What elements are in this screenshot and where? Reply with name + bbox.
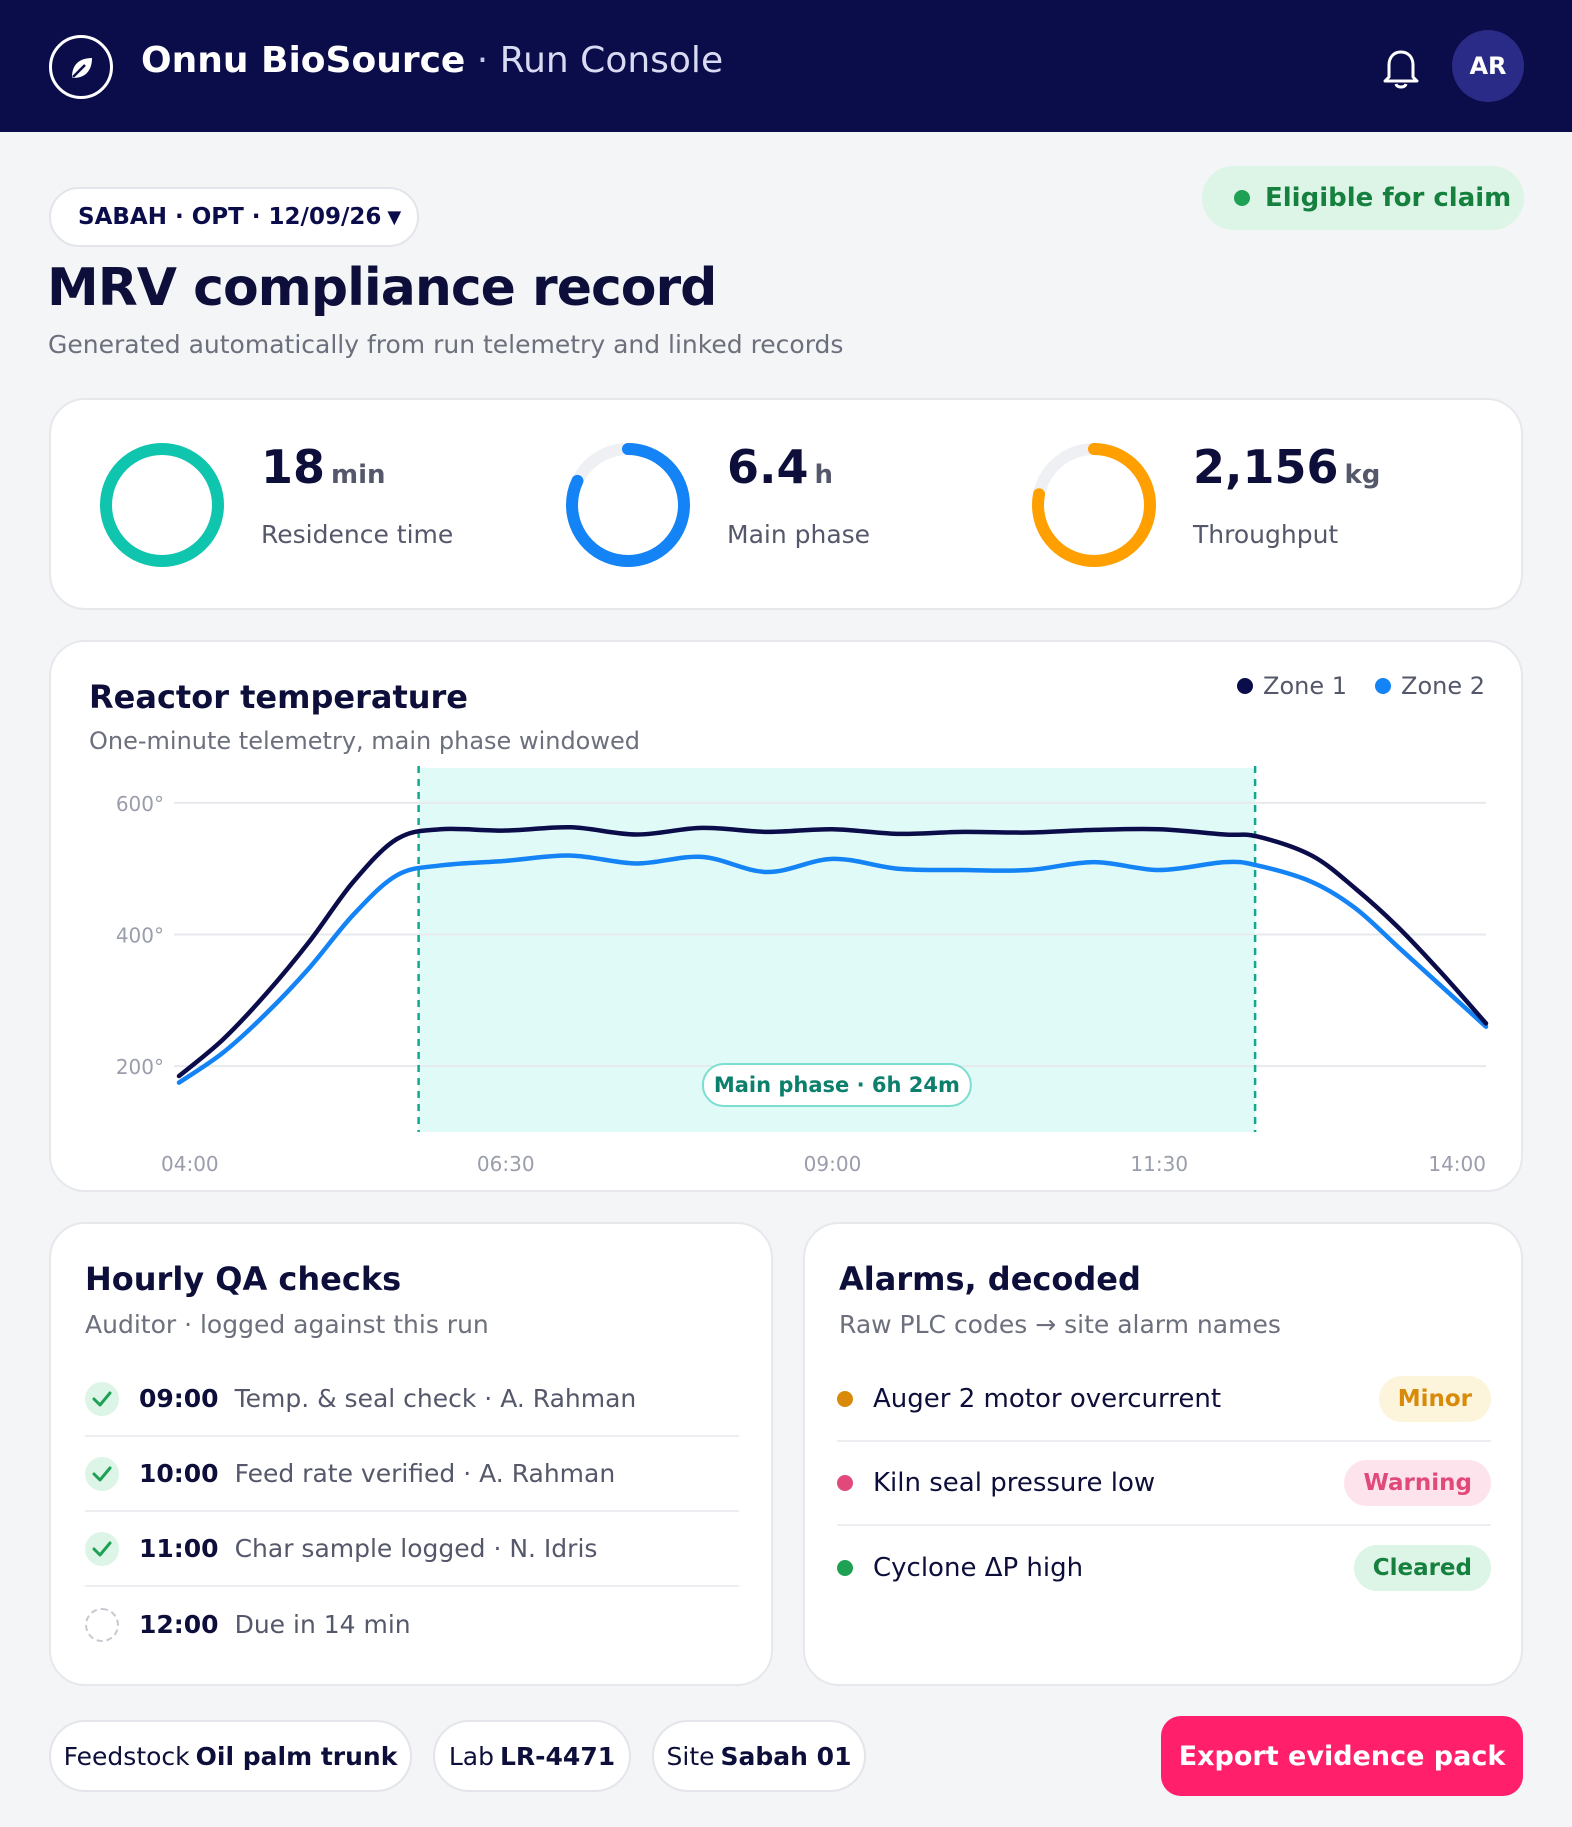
eligibility-status-badge: Eligible for claim	[1202, 166, 1524, 230]
feedstock-chip[interactable]: Feedstock Oil palm trunk	[49, 1720, 412, 1792]
x-tick-label: 04:00	[161, 1152, 219, 1176]
notifications-bell-icon[interactable]	[1380, 46, 1422, 94]
app-title: Onnu BioSource · Run Console	[141, 40, 723, 81]
qa-desc: Temp. & seal check · A. Rahman	[234, 1384, 637, 1413]
kpi-card: 18 min Residence time 6.4 h Main phase 2,1…	[49, 398, 1523, 610]
check-icon	[85, 1456, 119, 1491]
kpi-label: Throughput	[1193, 520, 1339, 549]
alarms-card: Alarms, decoded Raw PLC codes → site ala…	[803, 1222, 1523, 1686]
qa-desc: Due in 14 min	[234, 1610, 411, 1639]
severity-badge: Minor	[1378, 1376, 1491, 1422]
user-avatar[interactable]: AR	[1452, 30, 1524, 102]
severity-badge: Warning	[1344, 1460, 1491, 1506]
title-separator: ·	[476, 40, 489, 81]
run-selector-dropdown[interactable]: SABAH · OPT · 12/09/26 ▼	[49, 187, 419, 247]
x-tick-label: 14:00	[1428, 1152, 1486, 1176]
legend-zone-2[interactable]: Zone 2	[1375, 672, 1485, 700]
y-tick-label: 600°	[116, 792, 164, 816]
x-tick-label: 09:00	[804, 1152, 862, 1176]
temperature-chart: 600° 400° 200° Main phase · 6h 24m 04:00 06:3…	[116, 766, 1489, 1176]
zone-1-swatch-icon	[1237, 678, 1253, 694]
alarm-name: Auger 2 motor overcurrent	[873, 1384, 1222, 1414]
run-selector-label: SABAH · OPT · 12/09/26	[78, 204, 382, 230]
qa-time: 09:00	[139, 1384, 219, 1413]
kpi-value: 18 min	[261, 440, 386, 494]
kpi-label: Main phase	[727, 520, 871, 549]
severity-badge: Cleared	[1353, 1545, 1491, 1591]
qa-desc: Char sample logged · N. Idris	[234, 1534, 598, 1563]
pending-icon	[85, 1607, 119, 1642]
alarm-item[interactable]: Auger 2 motor overcurrent Minor	[837, 1358, 1491, 1442]
qa-item[interactable]: 12:00 Due in 14 min	[85, 1587, 739, 1662]
alarm-dot-icon	[837, 1391, 853, 1407]
residence-time-ring-icon	[100, 443, 224, 567]
qa-time: 12:00	[139, 1610, 219, 1639]
qa-desc: Feed rate verified · A. Rahman	[234, 1459, 616, 1488]
site-chip[interactable]: Site Sabah 01	[652, 1720, 866, 1792]
alarm-dot-icon	[837, 1475, 853, 1491]
temperature-chart-card: 600° 400° 200° Main phase · 6h 24m 04:00 06:3…	[49, 640, 1523, 1192]
chart-subtitle: One-minute telemetry, main phase windowe…	[89, 727, 640, 755]
qa-time: 10:00	[139, 1459, 219, 1488]
legend-zone-1[interactable]: Zone 1	[1237, 672, 1347, 700]
eligibility-label: Eligible for claim	[1265, 183, 1512, 213]
zone-2-swatch-icon	[1375, 678, 1391, 694]
qa-item[interactable]: 09:00 Temp. & seal check · A. Rahman	[85, 1362, 739, 1437]
kpi-value: 6.4 h	[727, 440, 834, 494]
main-phase-pill	[701, 1063, 972, 1107]
app-name: Run Console	[499, 40, 724, 81]
y-tick-label: 200°	[116, 1055, 164, 1079]
alarm-item[interactable]: Cyclone ΔP high Cleared	[837, 1526, 1491, 1610]
chart-legend: Zone 1 Zone 2	[1237, 672, 1485, 700]
qa-subtitle: Auditor · logged against this run	[85, 1310, 489, 1339]
alarm-name: Kiln seal pressure low	[873, 1468, 1156, 1498]
qa-checks-card: Hourly QA checks Auditor · logged agains…	[49, 1222, 773, 1686]
main-phase-label: Main phase · 6h 24m	[714, 1073, 960, 1097]
main-phase-ring-icon	[566, 443, 690, 567]
alarm-dot-icon	[837, 1560, 853, 1576]
throughput-ring-icon	[1032, 443, 1156, 567]
lab-chip[interactable]: Lab LR-4471	[433, 1720, 631, 1792]
y-tick-label: 400°	[116, 924, 164, 948]
export-evidence-button[interactable]: Export evidence pack	[1161, 1716, 1523, 1796]
brand-name: Onnu BioSource	[141, 40, 466, 81]
qa-title: Hourly QA checks	[85, 1260, 402, 1298]
chevron-down-icon: ▼	[387, 206, 402, 228]
alarm-item[interactable]: Kiln seal pressure low Warning	[837, 1442, 1491, 1526]
x-tick-label: 11:30	[1130, 1152, 1188, 1176]
alarms-subtitle: Raw PLC codes → site alarm names	[839, 1310, 1281, 1339]
status-dot-icon	[1234, 190, 1250, 206]
kpi-value: 2,156 kg	[1193, 440, 1381, 494]
series-line-zone-2	[176, 853, 1489, 1085]
leaf-logo-icon[interactable]	[49, 35, 113, 99]
series-line-zone-1	[176, 824, 1489, 1079]
x-tick-label: 06:30	[477, 1152, 535, 1176]
qa-item[interactable]: 10:00 Feed rate verified · A. Rahman	[85, 1437, 739, 1512]
page-title: MRV compliance record	[47, 258, 717, 318]
check-icon	[85, 1531, 119, 1566]
alarms-title: Alarms, decoded	[839, 1260, 1141, 1298]
chart-title: Reactor temperature	[89, 678, 468, 716]
alarm-name: Cyclone ΔP high	[873, 1553, 1084, 1583]
check-icon	[85, 1381, 119, 1416]
top-bar: Onnu BioSource · Run Console AR	[0, 0, 1572, 132]
kpi-label: Residence time	[261, 520, 454, 549]
qa-time: 11:00	[139, 1534, 219, 1563]
page-subtitle: Generated automatically from run telemet…	[48, 330, 844, 359]
qa-item[interactable]: 11:00 Char sample logged · N. Idris	[85, 1512, 739, 1587]
